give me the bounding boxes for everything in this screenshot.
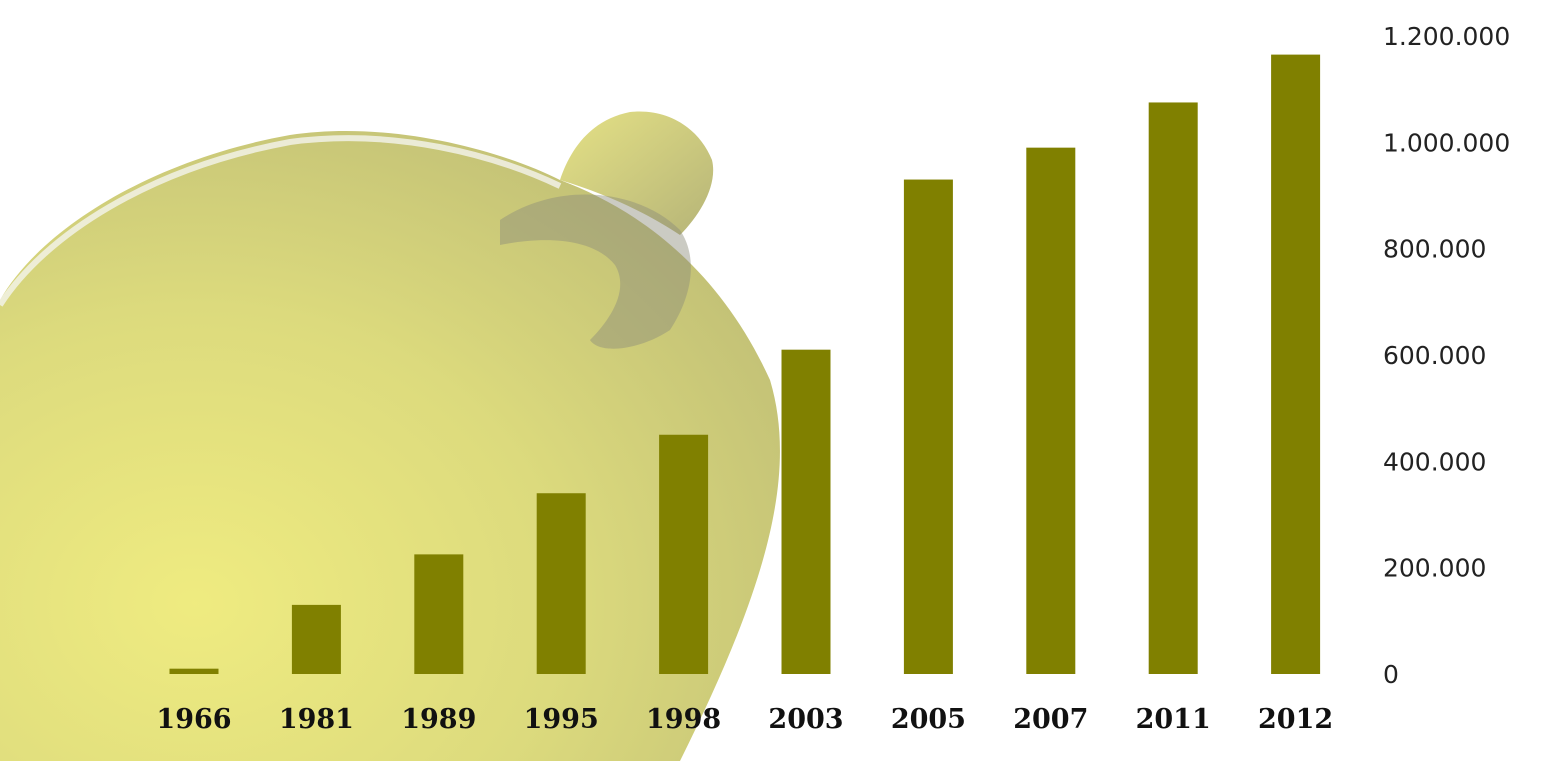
- bar-2012: [1271, 55, 1320, 674]
- x-tick-label-2007: 2007: [1013, 704, 1088, 735]
- y-tick-label-3: 600.000: [1383, 341, 1486, 370]
- y-tick-label-0: 0: [1383, 660, 1399, 689]
- x-tick-labels: 1966 1981 1989 1995 1998 2003 2005 2007 2011 2012: [156, 704, 1333, 735]
- bar-2003: [782, 350, 831, 674]
- x-tick-label-2012: 2012: [1258, 704, 1333, 735]
- bar-1998: [659, 435, 708, 674]
- x-tick-label-2003: 2003: [768, 704, 843, 735]
- y-tick-label-2: 400.000: [1383, 447, 1486, 476]
- bar-2007: [1026, 148, 1075, 674]
- bar-2005: [904, 180, 953, 674]
- bar-2011: [1149, 102, 1198, 674]
- x-tick-label-1966: 1966: [156, 704, 231, 735]
- y-tick-label-5: 1.000.000: [1383, 128, 1510, 157]
- x-tick-label-1989: 1989: [401, 704, 476, 735]
- x-tick-label-1998: 1998: [646, 704, 721, 735]
- bar-1989: [414, 554, 463, 674]
- x-tick-label-1981: 1981: [279, 704, 354, 735]
- bar-1966: [170, 669, 219, 674]
- bar-1995: [537, 493, 586, 674]
- x-tick-label-2011: 2011: [1136, 704, 1211, 735]
- y-tick-labels: 0 200.000 400.000 600.000 800.000 1.000.000 1.…: [1383, 22, 1510, 689]
- y-tick-label-4: 800.000: [1383, 235, 1486, 264]
- x-tick-label-2005: 2005: [891, 704, 966, 735]
- bar-1981: [292, 605, 341, 674]
- y-tick-label-6: 1.200.000: [1383, 22, 1510, 51]
- x-tick-label-1995: 1995: [524, 704, 599, 735]
- y-tick-label-1: 200.000: [1383, 554, 1486, 583]
